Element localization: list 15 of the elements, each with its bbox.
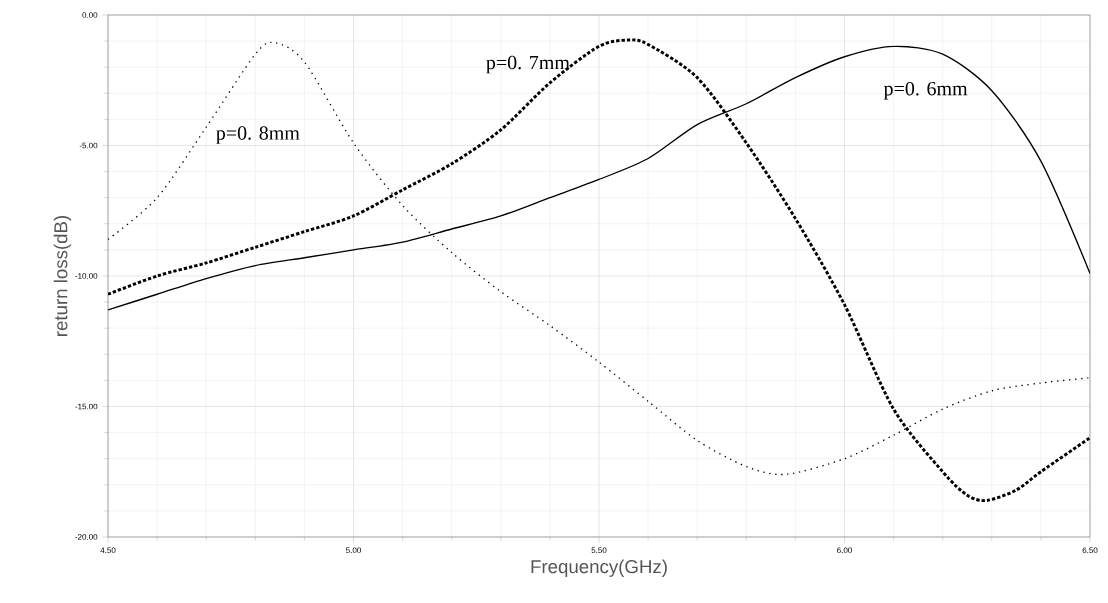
y-tick-label: -15.00	[75, 403, 98, 410]
y-tick-label: -5.00	[79, 142, 98, 149]
x-tick-label: 6.50	[1082, 547, 1098, 554]
x-tick-label: 5.00	[346, 547, 361, 554]
x-axis-title: Frequency(GHz)	[531, 559, 667, 577]
y-axis-title: return loss(dB)	[53, 215, 72, 336]
x-tick-label: 4.50	[100, 547, 116, 554]
x-tick-label: 5.50	[591, 547, 607, 554]
series-label: p=0. 8mm	[216, 126, 300, 144]
x-tick-label: 6.00	[837, 547, 852, 554]
y-tick-label: 0.00	[82, 12, 98, 18]
y-tick-label: -10.00	[75, 273, 98, 279]
series-label: p=0. 7mm	[486, 55, 570, 74]
y-tick-label: -20.00	[75, 534, 98, 540]
series-label: p=0. 6mm	[883, 81, 968, 100]
